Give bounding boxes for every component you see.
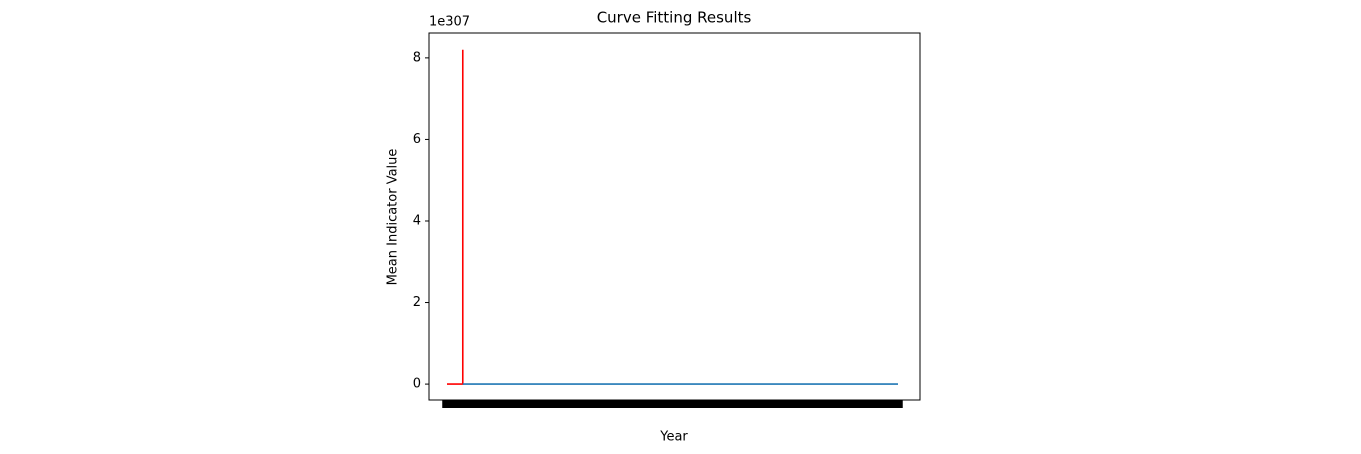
- y-axis-label: Mean Indicator Value: [386, 149, 401, 286]
- y-tick-label: 8: [413, 50, 421, 65]
- y-tick-label: 2: [413, 295, 421, 310]
- plot-frame: [428, 32, 921, 401]
- y-tick-label: 4: [413, 213, 421, 228]
- x-axis-label: Year: [659, 430, 688, 445]
- y-offset-label: 1e307: [429, 15, 470, 30]
- y-tick-label: 6: [413, 132, 421, 147]
- chart-title: Curve Fitting Results: [597, 9, 752, 27]
- line-series: [446, 49, 464, 385]
- y-tick-label: 0: [413, 377, 421, 392]
